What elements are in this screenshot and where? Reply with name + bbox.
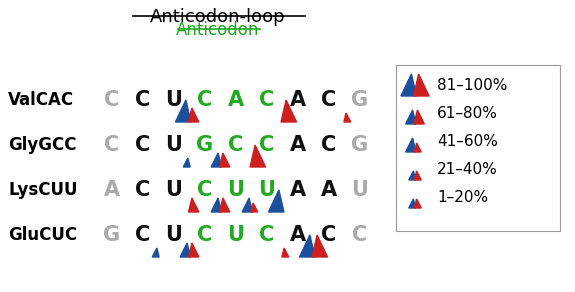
Text: A: A (290, 180, 306, 200)
Polygon shape (269, 190, 284, 212)
Polygon shape (414, 110, 424, 124)
Text: U: U (166, 180, 182, 200)
Polygon shape (282, 248, 289, 257)
Text: U: U (228, 180, 244, 200)
Polygon shape (220, 198, 230, 212)
Polygon shape (183, 158, 190, 167)
Text: C: C (259, 225, 275, 245)
Text: U: U (351, 180, 369, 200)
Text: U: U (166, 135, 182, 155)
Text: 1–20%: 1–20% (437, 190, 488, 206)
Text: G: G (104, 225, 121, 245)
Polygon shape (152, 248, 159, 257)
Polygon shape (281, 100, 297, 122)
Text: C: C (135, 90, 151, 110)
Polygon shape (189, 198, 199, 212)
Text: Anticodon-loop: Anticodon-loop (150, 8, 286, 26)
Text: U: U (259, 180, 275, 200)
Polygon shape (300, 235, 315, 257)
Polygon shape (344, 113, 351, 122)
Text: A: A (290, 225, 306, 245)
Polygon shape (211, 198, 221, 212)
Text: LysCUU: LysCUU (8, 181, 78, 199)
Polygon shape (415, 143, 421, 152)
Text: ValCAC: ValCAC (8, 91, 74, 109)
Polygon shape (401, 74, 416, 96)
Text: C: C (197, 180, 213, 200)
Text: 21–40%: 21–40% (437, 163, 498, 178)
Text: 41–60%: 41–60% (437, 135, 498, 150)
Text: C: C (352, 225, 367, 245)
Text: 61–80%: 61–80% (437, 107, 498, 121)
Text: A: A (290, 135, 306, 155)
Text: C: C (105, 90, 120, 110)
Text: A: A (321, 180, 337, 200)
Text: C: C (321, 90, 336, 110)
Text: A: A (228, 90, 244, 110)
Text: A: A (290, 90, 306, 110)
Polygon shape (415, 199, 421, 208)
Polygon shape (175, 100, 191, 122)
Polygon shape (211, 153, 221, 167)
Polygon shape (251, 203, 258, 212)
Text: C: C (259, 135, 275, 155)
Polygon shape (409, 171, 416, 180)
Polygon shape (413, 74, 429, 96)
Polygon shape (250, 145, 266, 167)
Text: C: C (105, 135, 120, 155)
Text: U: U (166, 90, 182, 110)
Polygon shape (242, 198, 252, 212)
Polygon shape (405, 110, 416, 124)
Text: Anticodon: Anticodon (177, 21, 260, 39)
Text: C: C (135, 135, 151, 155)
Text: U: U (166, 225, 182, 245)
Text: C: C (321, 225, 336, 245)
Text: GluCUC: GluCUC (8, 226, 77, 244)
FancyBboxPatch shape (396, 65, 560, 231)
Polygon shape (220, 153, 230, 167)
Polygon shape (180, 243, 190, 257)
Text: GlyGCC: GlyGCC (8, 136, 76, 154)
Text: C: C (135, 225, 151, 245)
Text: U: U (228, 225, 244, 245)
Text: C: C (259, 90, 275, 110)
Polygon shape (409, 199, 416, 208)
Polygon shape (405, 138, 416, 152)
Polygon shape (415, 171, 421, 180)
Text: C: C (321, 135, 336, 155)
Text: C: C (135, 180, 151, 200)
Text: 81–100%: 81–100% (437, 79, 507, 93)
Text: G: G (351, 135, 369, 155)
Text: C: C (197, 225, 213, 245)
Text: C: C (228, 135, 244, 155)
Text: G: G (197, 135, 213, 155)
Polygon shape (312, 235, 328, 257)
Text: G: G (351, 90, 369, 110)
Polygon shape (189, 108, 199, 122)
Text: A: A (104, 180, 120, 200)
Text: C: C (197, 90, 213, 110)
Polygon shape (189, 243, 199, 257)
